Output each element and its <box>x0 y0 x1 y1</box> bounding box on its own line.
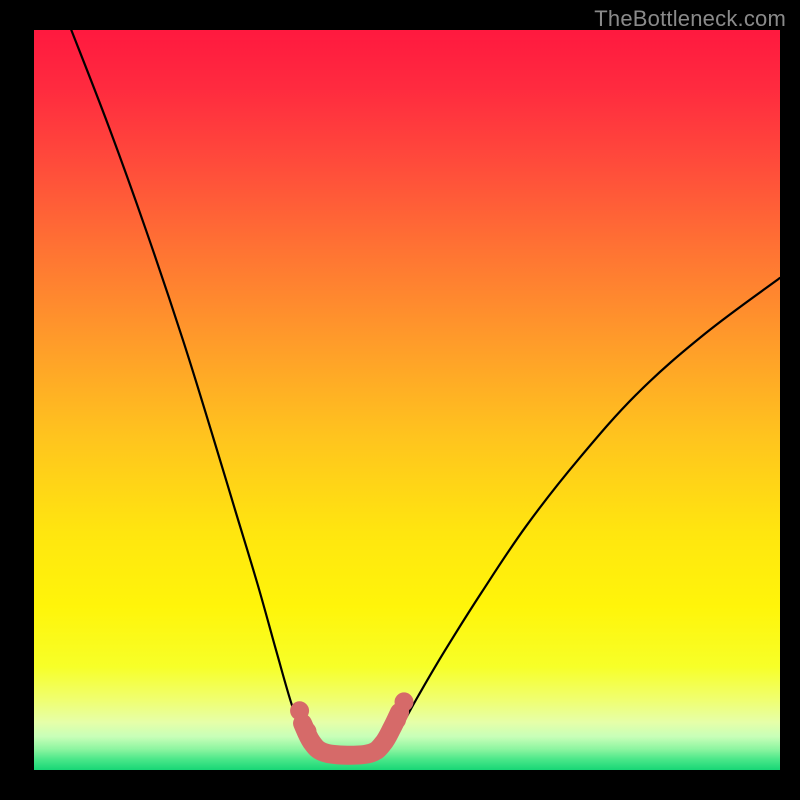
trough-dot <box>387 710 406 729</box>
watermark-text: TheBottleneck.com <box>594 6 786 32</box>
trough-dot <box>290 701 309 720</box>
plot-background <box>34 30 780 770</box>
trough-dot <box>298 722 317 741</box>
bottleneck-chart <box>0 0 800 800</box>
trough-dot <box>395 692 414 711</box>
